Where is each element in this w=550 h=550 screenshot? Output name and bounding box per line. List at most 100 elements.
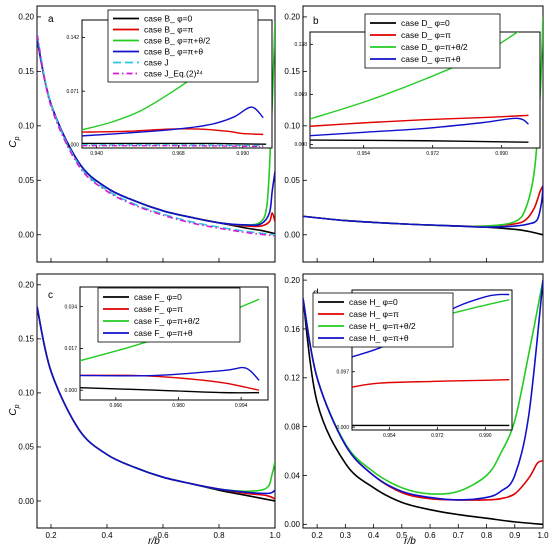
inset-b-series-black	[310, 139, 529, 143]
panel-c-y-tick-label: 0.00	[18, 497, 34, 506]
panel-letter-b: b	[313, 16, 319, 27]
panel-d-x-tick-label: 1.0	[537, 531, 549, 540]
inset-a-series-black	[82, 142, 267, 145]
svg-text:Cp: Cp	[8, 136, 21, 147]
inset-b-x-tick-label: 0.972	[426, 151, 439, 157]
legend-label: case F_ φ=π	[134, 304, 183, 314]
panel-b-y-tick-label: 0.15	[284, 67, 300, 76]
inset-d-y-tick-label: 0.000	[336, 425, 349, 431]
panel-d-y-tick-label: 0.20	[284, 276, 300, 285]
panel-c-y-tick-label: 0.05	[18, 443, 34, 452]
inset-b-series-red	[310, 114, 529, 127]
inset-c-x-tick-label: 0.994	[235, 403, 248, 409]
panel-a-y-tick-label: 0.10	[18, 122, 34, 131]
panel-d-x-tick-label: 0.3	[340, 531, 352, 540]
inset-a-y-tick-label: 0.142	[66, 35, 79, 41]
inset-b-y-tick-label: 0.138	[294, 42, 307, 48]
panel-b-y-tick-label: 0.20	[284, 13, 300, 22]
panel-d-y-tick-label: 0.04	[284, 471, 300, 480]
panel-d: 0.2 0.3 0.4 0.5 0.6 0.7 0.8 0.9 1.0 0.00 0.04 0.08 0…	[284, 273, 549, 540]
panel-a-y-tick-label: 0.05	[18, 176, 34, 185]
panel-d-y-tick-label: 0.00	[284, 520, 300, 529]
legend-label: case F_ φ=0	[134, 292, 182, 302]
panel-c-x-tick-label: 0.4	[101, 531, 113, 540]
inset-a-x-tick-label: 0.990	[237, 151, 250, 157]
panel-a-series-magenta	[37, 34, 275, 237]
panel-c-x-tick-label: 1.0	[269, 531, 281, 540]
legend-label: case F_ φ=π+θ/2	[134, 316, 200, 326]
panel-a-y-tick-label: 0.15	[18, 67, 34, 76]
legend-label: case B_ φ=0	[144, 14, 193, 24]
inset-a-y-tick-label: 0.000	[66, 143, 79, 149]
inset-a-series-cyan	[82, 144, 264, 147]
panel-d-x-tick-label: 0.6	[424, 531, 436, 540]
panel-b-y-tick-label: 0.05	[284, 176, 300, 185]
panel-d-x-tick-label: 0.7	[453, 531, 465, 540]
legend-b: case D_ φ=0 case D_ φ=π case D_ φ=π+θ/2 cas…	[364, 13, 501, 69]
panel-d-series-black	[303, 298, 543, 526]
svg-text:Cp: Cp	[8, 404, 21, 415]
legend-d: case H_ φ=0 case H_ φ=π case H_ φ=π+θ/2 cas…	[312, 292, 454, 348]
inset-a-series-red	[82, 128, 264, 136]
panel-b-y-tick-label: 0.10	[284, 122, 300, 131]
inset-b-y-tick-label: 0.000	[294, 142, 307, 148]
panel-letter-a: a	[48, 14, 54, 25]
inset-a-series-blue	[82, 106, 264, 137]
legend-label: case D_ φ=π	[401, 30, 451, 40]
panel-d-y-tick-label: 0.12	[284, 374, 300, 383]
panel-d-series-blue	[303, 280, 543, 501]
legend-c: case F_ φ=0 case F_ φ=π case F_ φ=π+θ/2 cas…	[97, 287, 241, 343]
inset-c-y-tick-label: 0.000	[64, 388, 77, 394]
inset-d-x-tick-label: 0.990	[479, 433, 492, 439]
legend-label: case H_ φ=π+θ	[349, 333, 409, 343]
panel-a-series-blue	[37, 38, 275, 227]
panel-b-y-tick-label: 0.00	[284, 231, 300, 240]
inset-c-y-tick-label: 0.034	[64, 304, 77, 310]
panel-d-x-tick-label: 0.8	[481, 531, 493, 540]
legend-label: case J	[144, 58, 169, 68]
inset-a-series-magenta	[82, 144, 264, 148]
inset-d-x-tick-label: 0.972	[431, 433, 444, 439]
panel-c-series-blue	[37, 306, 275, 495]
inset-a-x-tick-label: 0.968	[172, 151, 185, 157]
panel-d-x-tick-label: 0.4	[368, 531, 380, 540]
inset-c-series-blue	[80, 366, 260, 381]
legend-label: case B_ φ=π+θ	[144, 47, 203, 57]
inset-b-x-tick-label: 0.954	[357, 151, 370, 157]
panel-c-y-tick-label: 0.10	[18, 389, 34, 398]
legend-label: case D_ φ=0	[401, 18, 450, 28]
y-axis-label-top: Cp	[8, 136, 21, 147]
inset-d-y-tick-label: 0.097	[336, 369, 349, 375]
inset-a-x-tick-label: 0.940	[90, 151, 103, 157]
legend-label: case F_ φ=π+θ	[134, 328, 193, 338]
panel-a-y-tick-label: 0.00	[18, 231, 34, 240]
panel-a: 0.00 0.05 0.10 0.15 0.20 a 0.940 0.968 0.990 0.00…	[18, 5, 276, 263]
legend-label: case B_ φ=π+θ/2	[144, 36, 210, 46]
panel-d-y-tick-label: 0.16	[284, 325, 300, 334]
legend-label: case J_Eq.(2)²⁴	[144, 69, 203, 79]
legend-label: case H_ φ=0	[349, 297, 398, 307]
legend-label: case H_ φ=π	[349, 309, 399, 319]
inset-c-y-tick-label: 0.017	[64, 346, 77, 352]
legend-label: case B_ φ=π	[144, 25, 194, 35]
panel-b-series-blue	[303, 185, 543, 228]
legend-label: case D_ φ=π+θ/2	[401, 42, 468, 52]
panel-c-y-tick-label: 0.20	[18, 281, 34, 290]
panel-d-x-tick-label: 0.9	[509, 531, 521, 540]
panel-d-y-tick-label: 0.08	[284, 422, 300, 431]
legend-label: case D_ φ=π+θ	[401, 54, 461, 64]
panel-a-y-tick-label: 0.20	[18, 13, 34, 22]
inset-d-x-tick-label: 0.954	[383, 433, 396, 439]
legend-box	[107, 9, 259, 83]
legend-label: case H_ φ=π+θ/2	[349, 321, 416, 331]
panel-letter-c: c	[48, 290, 53, 301]
panel-b: 0.00 0.05 0.10 0.15 0.20 b 0.954 0.972 0.990 0.00…	[284, 5, 544, 263]
panel-c-y-tick-label: 0.15	[18, 335, 34, 344]
panel-d-x-tick-label: 0.5	[396, 531, 408, 540]
inset-b-series-blue	[310, 117, 529, 137]
panel-c-x-tick-label: 0.2	[45, 531, 57, 540]
inset-d-series-red	[352, 379, 510, 388]
panel-c-x-tick-label: 0.8	[213, 531, 225, 540]
inset-a-y-tick-label: 0.071	[66, 89, 79, 95]
